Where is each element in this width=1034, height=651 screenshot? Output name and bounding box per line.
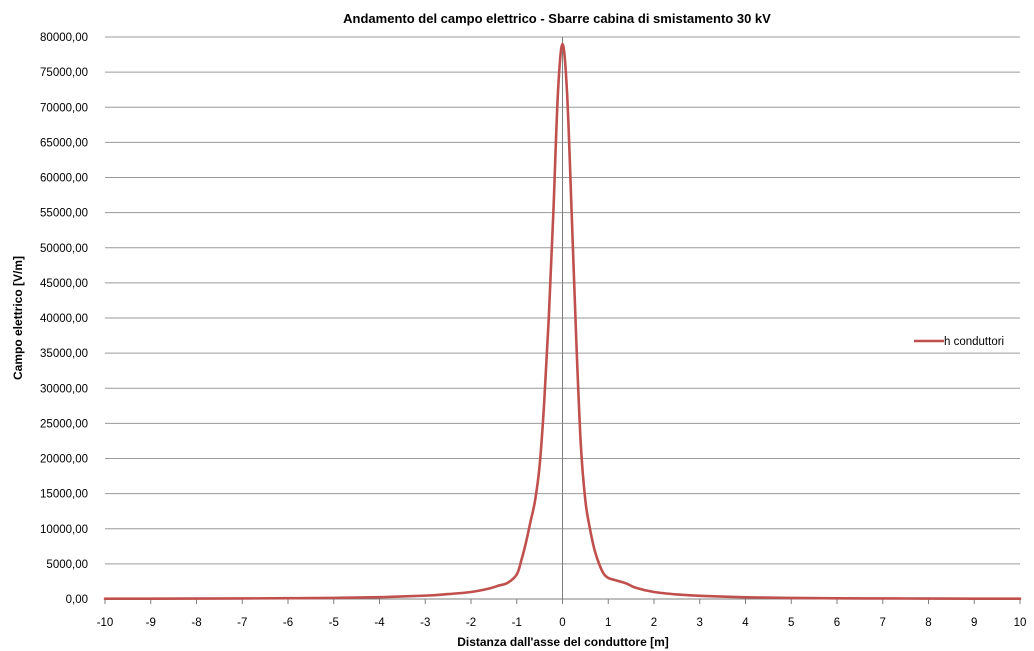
x-tick-label: 0 — [559, 617, 565, 629]
y-tick-label: 55000,00 — [40, 208, 88, 220]
y-tick-label: 45000,00 — [40, 278, 88, 290]
x-tick-label: 1 — [605, 617, 611, 629]
x-tick-label: 4 — [742, 617, 749, 629]
x-axis-label: Distanza dall'asse del conduttore [m] — [457, 635, 669, 649]
y-tick-label: 80000,00 — [40, 32, 88, 44]
y-tick-label: 5000,00 — [46, 559, 88, 571]
legend-label: h conduttori — [944, 336, 1004, 348]
y-tick-label: 15000,00 — [40, 489, 88, 501]
y-tick-label: 75000,00 — [40, 67, 88, 79]
series-line-h-conduttori — [103, 42, 1022, 601]
x-tick-label: -7 — [237, 617, 247, 629]
x-tick-label: -4 — [374, 617, 385, 629]
y-tick-label: 70000,00 — [40, 102, 88, 114]
y-tick-label: 10000,00 — [40, 524, 88, 536]
y-tick-label: 35000,00 — [40, 348, 88, 360]
x-tick-label: -1 — [512, 617, 522, 629]
x-tick-label: -2 — [466, 617, 476, 629]
y-tick-label: 40000,00 — [40, 313, 88, 325]
x-tick-labels: -10 -9 -8 -7 -6 -5 -4 -3 -2 -1 0 1 2 3 4 5 6 7 8 9 10 — [97, 617, 1027, 629]
x-tick-label: 3 — [697, 617, 703, 629]
x-tick-label: 5 — [788, 617, 794, 629]
x-tick-label: -5 — [329, 617, 339, 629]
x-tick-label: 8 — [925, 617, 931, 629]
y-tick-label: 65000,00 — [40, 137, 88, 149]
y-tick-label: 0,00 — [66, 594, 88, 606]
x-tick-label: -9 — [146, 617, 156, 629]
x-tick-label: -3 — [420, 617, 430, 629]
y-tick-label: 60000,00 — [40, 173, 88, 185]
legend: h conduttori — [914, 336, 1004, 348]
y-tick-label: 30000,00 — [40, 383, 88, 395]
axis-layer — [104, 37, 1021, 604]
x-tick-label: -6 — [283, 617, 293, 629]
x-tick-label: 7 — [880, 617, 886, 629]
x-tick-label: -8 — [191, 617, 201, 629]
x-tick-label: -10 — [97, 617, 114, 629]
x-tick-label: 2 — [651, 617, 657, 629]
x-tick-label: 9 — [971, 617, 977, 629]
x-tick-label: 6 — [834, 617, 840, 629]
series-layer — [103, 42, 1022, 601]
y-tick-label: 50000,00 — [40, 243, 88, 255]
x-tick-label: 10 — [1014, 617, 1027, 629]
y-tick-label: 25000,00 — [40, 418, 88, 430]
chart-title: Andamento del campo elettrico - Sbarre c… — [343, 11, 771, 26]
y-tick-label: 20000,00 — [40, 454, 88, 466]
y-tick-labels: 0,00 5000,00 10000,00 15000,00 20000,00 25000… — [40, 32, 88, 606]
y-axis-label: Campo elettrico [V/m] — [11, 256, 25, 380]
